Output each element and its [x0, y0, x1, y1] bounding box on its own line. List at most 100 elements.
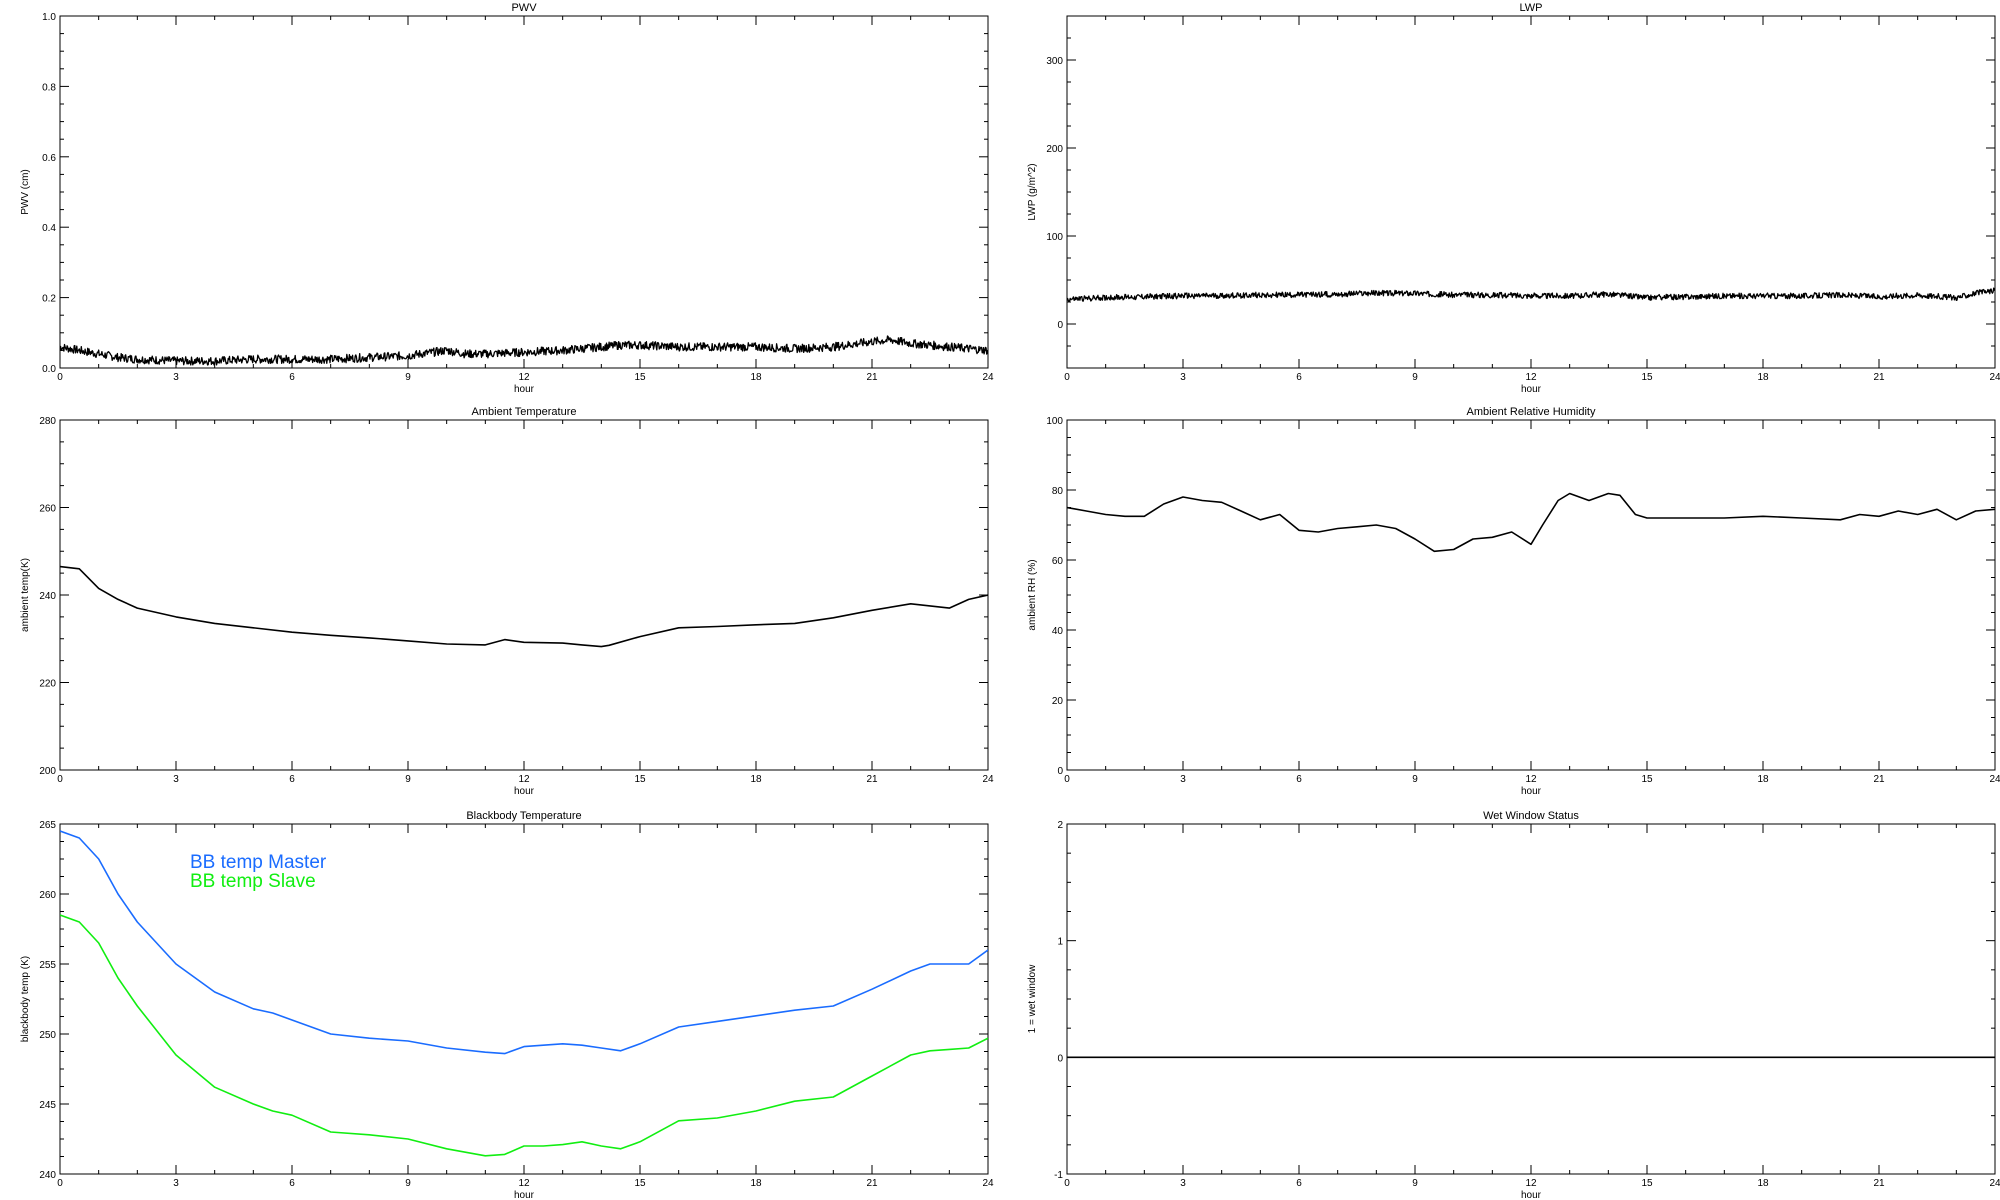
x-axis-label: hour	[1521, 384, 1542, 395]
x-axis-label: hour	[514, 384, 535, 395]
x-tick-label: 21	[866, 774, 878, 785]
x-axis-label: hour	[514, 786, 535, 797]
y-axis-label: ambient RH (%)	[1027, 559, 1038, 630]
y-axis-label: ambient temp(K)	[20, 558, 31, 632]
x-tick-label: 6	[1296, 774, 1302, 785]
x-tick-label: 9	[1412, 1178, 1418, 1189]
plot-frame	[1066, 419, 1996, 771]
x-axis-label: hour	[514, 1190, 535, 1200]
y-tick-label: 0	[1057, 766, 1063, 777]
x-tick-label: 6	[289, 774, 295, 785]
y-tick-label: 20	[1052, 696, 1064, 707]
series-line-bb-temp-master	[60, 830, 988, 1055]
y-axis-label: PWV (cm)	[20, 169, 31, 215]
x-tick-label: 21	[1873, 774, 1885, 785]
x-tick-label: 18	[1757, 372, 1769, 383]
x-tick-label: 21	[866, 372, 878, 383]
x-tick-label: 15	[1641, 1178, 1653, 1189]
panel-pwv: PWV hour PWV (cm) 0 3 6 9 12 15 18 21 24 0.0 0.2 0.4 0.…	[20, 2, 994, 395]
y-tick-label: 220	[39, 679, 56, 690]
panel-ambient-temperature: Ambient Temperature hour ambient temp(K) 0 3…	[20, 406, 994, 797]
x-tick-label: 24	[1989, 372, 2000, 383]
x-tick-label: 3	[1180, 774, 1186, 785]
y-tick-label: 1	[1057, 937, 1063, 948]
x-tick-label: 9	[1412, 372, 1418, 383]
panel-title: Blackbody Temperature	[466, 810, 581, 822]
series-line	[60, 565, 988, 648]
x-tick-label: 6	[289, 1178, 295, 1189]
legend-entry: BB temp Master	[190, 852, 327, 873]
x-tick-label: 0	[1064, 372, 1070, 383]
x-tick-label: 21	[1873, 1178, 1885, 1189]
y-tick-label: 280	[39, 416, 56, 427]
series-line-bb-temp-slave	[60, 914, 988, 1157]
y-tick-label: 0.0	[42, 364, 56, 375]
x-tick-label: 9	[405, 774, 411, 785]
x-tick-label: 15	[1641, 774, 1653, 785]
y-tick-label: 100	[1046, 416, 1063, 427]
y-tick-label: 0.6	[42, 153, 56, 164]
panel-title: Ambient Relative Humidity	[1467, 406, 1596, 418]
panel-blackbody-temperature: Blackbody Temperature hour blackbody temp …	[20, 810, 994, 1200]
series-line	[60, 335, 988, 366]
y-tick-label: 255	[39, 960, 56, 971]
plot-frame	[1066, 823, 1996, 1175]
x-tick-label: 18	[750, 774, 762, 785]
panel-lwp: LWP hour LWP (g/m^2) 0 3 6 9 12 15 18 21 24 0 100 200 3…	[1027, 2, 2000, 395]
x-tick-label: 15	[634, 1178, 646, 1189]
y-tick-label: 240	[39, 1170, 56, 1181]
x-axis-label: hour	[1521, 786, 1542, 797]
x-tick-label: 24	[1989, 774, 2000, 785]
x-tick-label: 24	[982, 774, 994, 785]
x-tick-label: 24	[982, 372, 994, 383]
x-tick-label: 9	[405, 1178, 411, 1189]
x-tick-label: 18	[750, 372, 762, 383]
plot-frame	[59, 15, 989, 369]
panel-title: LWP	[1519, 2, 1542, 14]
plot-frame	[59, 419, 989, 771]
y-tick-label: 260	[39, 504, 56, 515]
x-tick-label: 0	[57, 774, 63, 785]
x-tick-label: 0	[1064, 1178, 1070, 1189]
panel-title: Ambient Temperature	[472, 406, 577, 418]
x-tick-label: 12	[518, 774, 530, 785]
x-tick-label: 12	[518, 1178, 530, 1189]
y-tick-label: 2	[1057, 820, 1063, 831]
x-tick-label: 18	[750, 1178, 762, 1189]
x-tick-label: 12	[518, 372, 530, 383]
y-tick-label: 260	[39, 890, 56, 901]
x-tick-label: 6	[289, 372, 295, 383]
x-tick-label: 18	[1757, 1178, 1769, 1189]
x-tick-label: 3	[1180, 372, 1186, 383]
x-tick-label: 18	[1757, 774, 1769, 785]
x-tick-label: 3	[173, 1178, 179, 1189]
x-tick-label: 15	[634, 774, 646, 785]
y-tick-label: 0	[1057, 320, 1063, 331]
x-tick-label: 12	[1525, 1178, 1537, 1189]
x-tick-label: 6	[1296, 372, 1302, 383]
y-tick-label: 100	[1046, 232, 1063, 243]
x-tick-label: 0	[1064, 774, 1070, 785]
y-tick-label: 80	[1052, 486, 1064, 497]
x-tick-label: 3	[173, 372, 179, 383]
x-tick-label: 6	[1296, 1178, 1302, 1189]
x-tick-label: 15	[634, 372, 646, 383]
y-tick-label: 265	[39, 820, 56, 831]
x-tick-label: 0	[57, 1178, 63, 1189]
x-tick-label: 24	[982, 1178, 994, 1189]
x-tick-label: 24	[1989, 1178, 2000, 1189]
y-tick-label: 1.0	[42, 12, 56, 23]
x-tick-label: 0	[57, 372, 63, 383]
y-tick-label: 250	[39, 1030, 56, 1041]
y-axis-label: LWP (g/m^2)	[1027, 163, 1038, 220]
y-tick-label: 245	[39, 1100, 56, 1111]
x-tick-label: 15	[1641, 372, 1653, 383]
y-tick-label: 240	[39, 591, 56, 602]
x-tick-label: 12	[1525, 774, 1537, 785]
x-tick-label: 9	[405, 372, 411, 383]
y-tick-label: 40	[1052, 626, 1064, 637]
y-tick-label: 0.8	[42, 82, 56, 93]
y-axis-label: 1 = wet window	[1027, 964, 1038, 1033]
y-tick-label: 0	[1057, 1053, 1063, 1064]
